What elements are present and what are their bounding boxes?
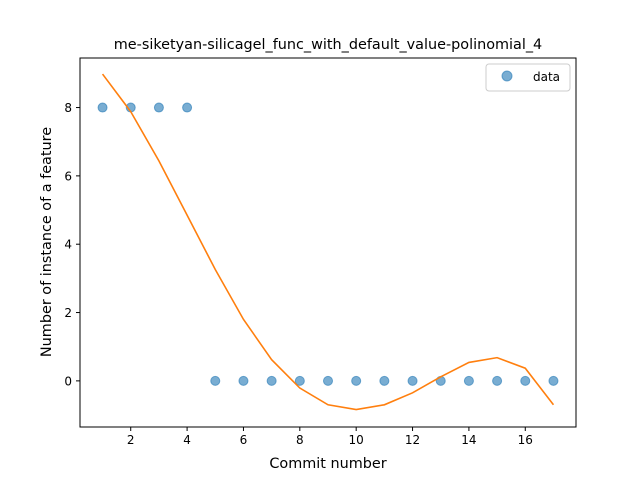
data-point [463,375,474,386]
y-tick-label: 8 [64,101,72,115]
legend: data [485,63,571,92]
data-point [407,375,418,386]
y-tick-label: 0 [64,374,72,388]
y-tick-label: 4 [64,238,72,252]
chart-title: me-siketyan-silicagel_func_with_default_… [114,37,542,53]
axes-frame [79,57,577,428]
data-point [351,375,362,386]
x-tick-label: 10 [349,433,364,447]
tick-layer: 2 4 6 8 10 12 14 16 0 2 4 6 8 [64,101,533,447]
data-point [182,102,193,113]
data-point [492,375,503,386]
data-point [210,375,221,386]
data-point [379,375,390,386]
data-point [323,375,333,386]
x-tick-label: 6 [240,433,248,447]
y-tick-label: 2 [64,306,72,320]
x-axis-label: Commit number [269,456,386,472]
x-tick-label: 16 [518,433,533,447]
legend-label-data: data [533,70,560,84]
y-tick-label: 6 [64,169,72,183]
data-point [97,102,108,113]
x-tick-label: 2 [127,433,135,447]
x-tick-label: 8 [296,433,304,447]
x-tick-label: 12 [405,433,420,447]
data-point [548,375,559,386]
data-point [294,375,305,386]
data-point [153,102,164,113]
data-point [266,375,277,386]
legend-marker-data [501,70,513,82]
data-point [520,375,531,386]
y-axis-label: Number of instance of a feature [39,127,55,357]
plot-area [97,73,559,411]
x-tick-label: 4 [183,433,191,447]
fit-line [101,73,555,411]
data-point [238,375,249,386]
x-tick-label: 14 [461,433,476,447]
